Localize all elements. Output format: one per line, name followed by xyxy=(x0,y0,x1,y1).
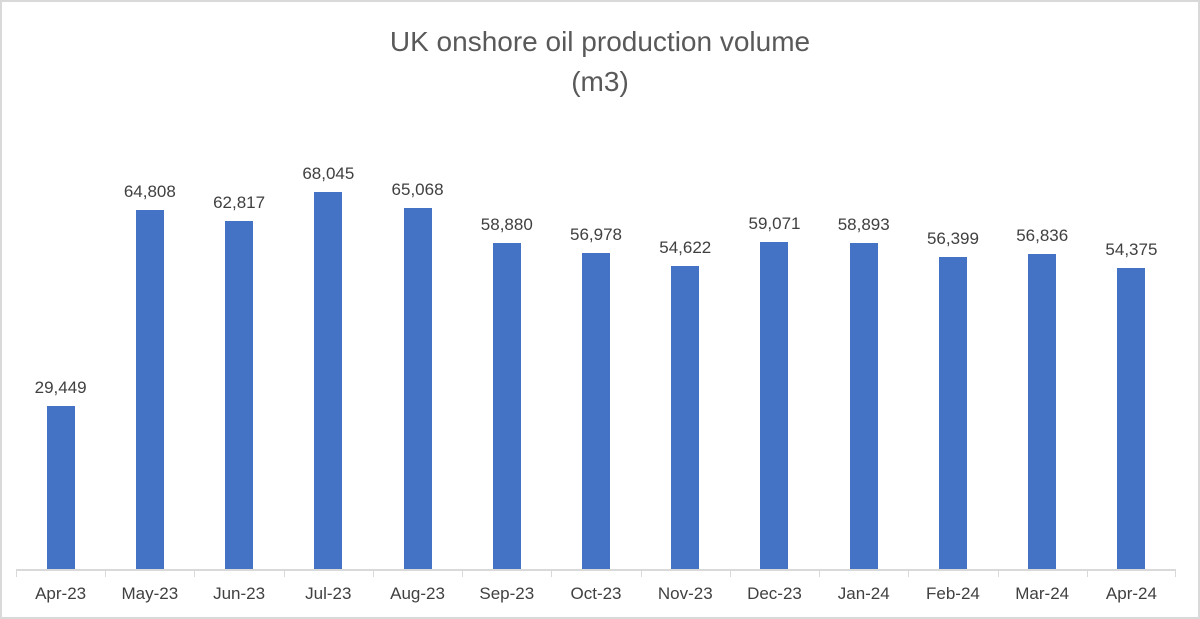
bar-column: 58,893 xyxy=(819,122,908,569)
plot-area: 29,449 64,808 62,817 68,045 65,068 58,880 56,9… xyxy=(16,122,1176,603)
bar xyxy=(314,192,343,569)
axis-tick xyxy=(551,571,553,577)
value-label: 65,068 xyxy=(391,180,444,199)
x-axis-line xyxy=(16,569,1176,571)
value-label: 56,978 xyxy=(570,225,623,244)
bar-column: 56,399 xyxy=(908,122,997,569)
value-label: 64,808 xyxy=(123,182,176,201)
axis-tick xyxy=(997,571,999,577)
value-label: 54,375 xyxy=(1105,240,1158,259)
chart-title-line2: (m3) xyxy=(571,66,629,97)
axis-tick xyxy=(372,571,374,577)
bar-column: 54,622 xyxy=(641,122,730,569)
category-label: Sep-23 xyxy=(479,584,535,603)
value-label: 56,399 xyxy=(926,229,979,248)
axis-tick xyxy=(283,571,285,577)
bar xyxy=(225,221,254,569)
axis-tick xyxy=(1175,571,1176,577)
bar-column: 62,817 xyxy=(194,122,283,569)
bar xyxy=(582,253,611,569)
bar xyxy=(492,243,521,569)
bar xyxy=(403,208,432,569)
chart-title: UK onshore oil production volume (m3) xyxy=(2,22,1198,102)
axis-tick xyxy=(105,571,107,577)
value-label: 56,836 xyxy=(1016,226,1069,245)
axis-tick xyxy=(819,571,821,577)
category-label: Jun-23 xyxy=(213,584,266,603)
category-label: Dec-23 xyxy=(747,584,802,603)
x-axis-labels: Apr-23 May-23 Jun-23 Jul-23 Aug-23 Sep-23 Oct-… xyxy=(16,577,1176,604)
axis-tick xyxy=(908,571,910,577)
bar-column: 54,375 xyxy=(1087,122,1176,569)
category-label: May-23 xyxy=(121,584,179,603)
bar xyxy=(671,266,700,569)
category-label: Nov-23 xyxy=(657,584,713,603)
bar-column: 65,068 xyxy=(373,122,462,569)
bar-column: 59,071 xyxy=(730,122,819,569)
category-label: Jan-24 xyxy=(837,584,890,603)
chart-title-line1: UK onshore oil production volume xyxy=(389,26,811,57)
category-label: Oct-23 xyxy=(570,584,622,603)
bar xyxy=(938,257,967,569)
value-label: 58,880 xyxy=(480,215,533,234)
bar xyxy=(849,243,878,569)
bar-column: 56,978 xyxy=(551,122,640,569)
value-label: 29,449 xyxy=(34,378,87,397)
axis-tick xyxy=(462,571,464,577)
category-label: Jul-23 xyxy=(305,584,352,603)
axis-tick xyxy=(16,571,17,577)
value-label: 59,071 xyxy=(748,214,801,233)
value-label: 54,622 xyxy=(659,238,712,257)
value-label: 62,817 xyxy=(213,193,266,212)
value-label: 68,045 xyxy=(302,164,355,183)
category-label: Mar-24 xyxy=(1015,584,1070,603)
bar-column: 64,808 xyxy=(105,122,194,569)
category-label: Apr-23 xyxy=(35,584,87,603)
bar xyxy=(135,210,164,569)
bar xyxy=(1117,268,1146,569)
bar-column: 56,836 xyxy=(998,122,1087,569)
value-label: 58,893 xyxy=(837,215,890,234)
bar-column: 29,449 xyxy=(16,122,105,569)
bar-series: 29,449 64,808 62,817 68,045 65,068 58,880 56,9… xyxy=(16,122,1176,569)
category-label: Feb-24 xyxy=(926,584,980,603)
axis-tick xyxy=(640,571,642,577)
bar-column: 68,045 xyxy=(284,122,373,569)
bar xyxy=(46,406,75,569)
axis-tick xyxy=(729,571,731,577)
bar xyxy=(1028,254,1057,569)
axis-tick xyxy=(194,571,196,577)
category-label: Apr-24 xyxy=(1105,584,1157,603)
bar xyxy=(760,242,789,569)
bar-column: 58,880 xyxy=(462,122,551,569)
axis-tick xyxy=(1086,571,1088,577)
category-label: Aug-23 xyxy=(390,584,445,603)
